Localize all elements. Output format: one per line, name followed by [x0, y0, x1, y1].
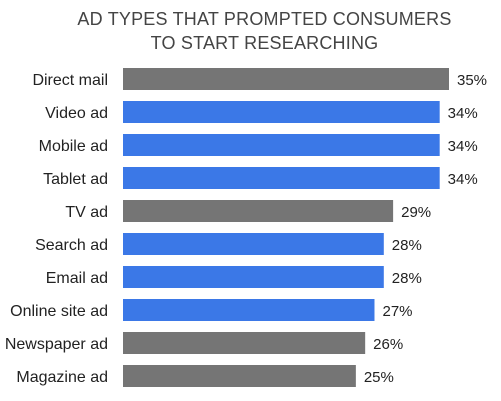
- category-label: Online site ad: [10, 303, 108, 320]
- bar: [123, 101, 440, 123]
- bar: [123, 68, 449, 90]
- bar: [123, 266, 384, 288]
- value-label: 29%: [401, 204, 431, 221]
- category-label: Email ad: [46, 270, 108, 287]
- value-label: 34%: [448, 138, 478, 155]
- chart-title-line-1: AD TYPES THAT PROMPTED CONSUMERS: [77, 9, 452, 29]
- category-label: Search ad: [35, 237, 108, 254]
- value-label: 25%: [364, 369, 394, 386]
- bar: [123, 134, 440, 156]
- chart-title-line-2: TO START RESEARCHING: [150, 33, 379, 53]
- bar: [123, 299, 375, 321]
- bar: [123, 332, 366, 354]
- category-label: TV ad: [65, 204, 108, 221]
- category-label: Tablet ad: [43, 171, 108, 188]
- category-label: Newspaper ad: [5, 336, 108, 353]
- value-label: 28%: [392, 270, 422, 287]
- value-label: 35%: [457, 72, 487, 89]
- category-label: Direct mail: [32, 72, 108, 89]
- bar: [123, 200, 394, 222]
- value-label: 28%: [392, 237, 422, 254]
- category-label: Video ad: [45, 105, 108, 122]
- category-label: Magazine ad: [16, 369, 108, 386]
- bar: [123, 233, 384, 255]
- value-label: 34%: [448, 171, 478, 188]
- bar: [123, 167, 440, 189]
- value-label: 27%: [382, 303, 412, 320]
- value-label: 34%: [448, 105, 478, 122]
- bar: [123, 365, 356, 387]
- category-label: Mobile ad: [39, 138, 108, 155]
- value-label: 26%: [373, 336, 403, 353]
